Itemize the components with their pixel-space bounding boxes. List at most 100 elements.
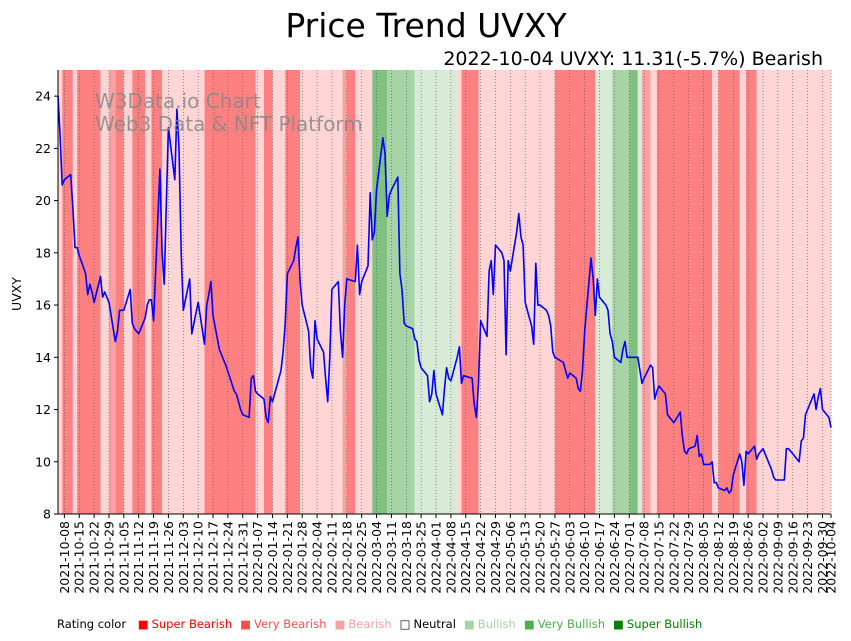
x-tick-label: 2022-05-06	[503, 521, 518, 594]
rating-band	[285, 70, 301, 514]
x-tick-label: 2022-05-27	[547, 521, 562, 594]
legend-item-label: Bearish	[348, 617, 392, 631]
x-tick-label: 2021-10-08	[57, 521, 72, 594]
legend-item: ■ Super Bearish	[138, 617, 232, 631]
x-tick-label: 2021-12-17	[206, 521, 221, 594]
rating-band	[355, 70, 373, 514]
rating-band	[718, 70, 740, 514]
x-tick-label: 2022-08-19	[726, 521, 741, 594]
rating-band	[108, 70, 116, 514]
y-tick-label: 8	[43, 507, 51, 522]
legend-swatch: ■	[334, 617, 346, 631]
price-line	[57, 96, 832, 494]
rating-band	[595, 70, 613, 514]
x-tick-label: 2022-07-08	[637, 521, 652, 594]
x-tick-label: 2022-03-04	[369, 521, 384, 594]
rating-band	[272, 70, 286, 514]
y-tick-label: 20	[35, 193, 51, 208]
rating-band	[569, 70, 596, 514]
x-tick-label: 2022-03-25	[414, 521, 429, 594]
x-tick-label: 2021-10-29	[102, 521, 117, 594]
x-tick-label: 2022-06-10	[577, 521, 592, 594]
x-tick-label: 2022-04-01	[429, 521, 444, 594]
x-tick-label: 2022-06-03	[562, 521, 577, 594]
x-tick-label: 2022-03-18	[399, 521, 414, 594]
x-tick-label: 2022-01-21	[280, 521, 295, 594]
rating-band	[637, 70, 642, 514]
price-line-layer	[57, 96, 832, 494]
rating-band	[756, 70, 831, 514]
rating-band	[746, 70, 757, 514]
rating-band	[346, 70, 356, 514]
legend-label: Rating color	[57, 617, 127, 631]
rating-band	[300, 70, 343, 514]
x-tick-label: 2022-01-07	[250, 521, 265, 594]
legend-item: □ Neutral	[400, 617, 456, 631]
x-tick-label: 2021-12-24	[220, 521, 235, 594]
rating-band	[342, 70, 347, 514]
y-tick-label: 10	[35, 454, 51, 469]
legend-swatch: ■	[523, 617, 535, 631]
x-tick-label: 2021-10-15	[72, 521, 87, 594]
rating-band	[372, 70, 388, 514]
rating-band	[712, 70, 719, 514]
rating-band	[461, 70, 479, 514]
x-tick-label: 2022-02-18	[339, 521, 354, 594]
legend-items: ■ Super Bearish ■ Very Bearish ■ Bearish □ Neut…	[138, 617, 711, 631]
rating-band	[629, 70, 638, 514]
x-axis-ticks: 2021-10-08 2021-10-15 2021-10-22 2021-10-29…	[57, 514, 839, 594]
rating-band	[612, 70, 630, 514]
rating-legend: Rating color ■ Super Bearish ■ Very Bearish…	[57, 617, 718, 631]
rating-band	[554, 70, 570, 514]
legend-swatch: □	[399, 617, 411, 631]
rating-band	[72, 70, 78, 514]
x-tick-label: 2022-02-25	[354, 521, 369, 594]
x-tick-label: 2022-08-12	[711, 521, 726, 594]
x-tick-label: 2021-11-12	[131, 521, 146, 594]
watermark-line-1: W3Data.io Chart	[95, 89, 261, 113]
watermark-line-2: Web3 Data & NFT Platform	[95, 112, 363, 136]
legend-item-label: Neutral	[413, 617, 456, 631]
x-tick-label: 2022-07-22	[666, 521, 681, 594]
legend-item-label: Very Bearish	[254, 617, 327, 631]
y-tick-label: 24	[35, 89, 51, 104]
rating-bands	[58, 70, 831, 514]
x-tick-label: 2022-04-29	[488, 521, 503, 594]
rating-band	[263, 70, 273, 514]
x-tick-label: 2022-03-11	[384, 521, 399, 594]
x-tick-label: 2022-04-22	[473, 521, 488, 594]
rating-band	[540, 70, 555, 514]
rating-band	[255, 70, 264, 514]
chart-title: Price Trend UVXY	[285, 6, 567, 45]
rating-band	[115, 70, 124, 514]
x-tick-label: 2022-09-02	[756, 521, 771, 594]
rating-band	[656, 70, 713, 514]
rating-band	[58, 70, 63, 514]
legend-item: ■ Bearish	[335, 617, 392, 631]
rating-band	[62, 70, 73, 514]
x-tick-label: 2022-02-04	[310, 521, 325, 594]
x-tick-label: 2021-12-10	[191, 521, 206, 594]
rating-band	[641, 70, 651, 514]
rating-band	[145, 70, 152, 514]
legend-item-label: Very Bullish	[537, 617, 606, 631]
x-tick-label: 2022-01-28	[295, 521, 310, 594]
x-tick-label: 2022-04-08	[443, 521, 458, 594]
y-tick-label: 14	[35, 350, 51, 365]
legend-item-label: Super Bullish	[626, 617, 703, 631]
x-tick-label: 2022-04-15	[458, 521, 473, 594]
x-tick-label: 2022-07-15	[652, 521, 667, 594]
x-tick-label: 2022-08-05	[696, 521, 711, 594]
x-tick-label: 2021-11-26	[161, 521, 176, 594]
x-tick-label: 2021-11-05	[116, 521, 131, 594]
legend-item: ■ Super Bullish	[613, 617, 702, 631]
rating-band	[457, 70, 462, 514]
rating-band	[387, 70, 415, 514]
y-axis-label: UVXY	[9, 277, 24, 311]
rating-band	[739, 70, 747, 514]
x-tick-label: 2021-11-19	[146, 521, 161, 594]
y-axis-ticks: 8 10 12 14 16 18 20 22 24	[35, 89, 58, 522]
rating-band	[123, 70, 133, 514]
x-tick-label: 2021-12-31	[235, 521, 250, 594]
